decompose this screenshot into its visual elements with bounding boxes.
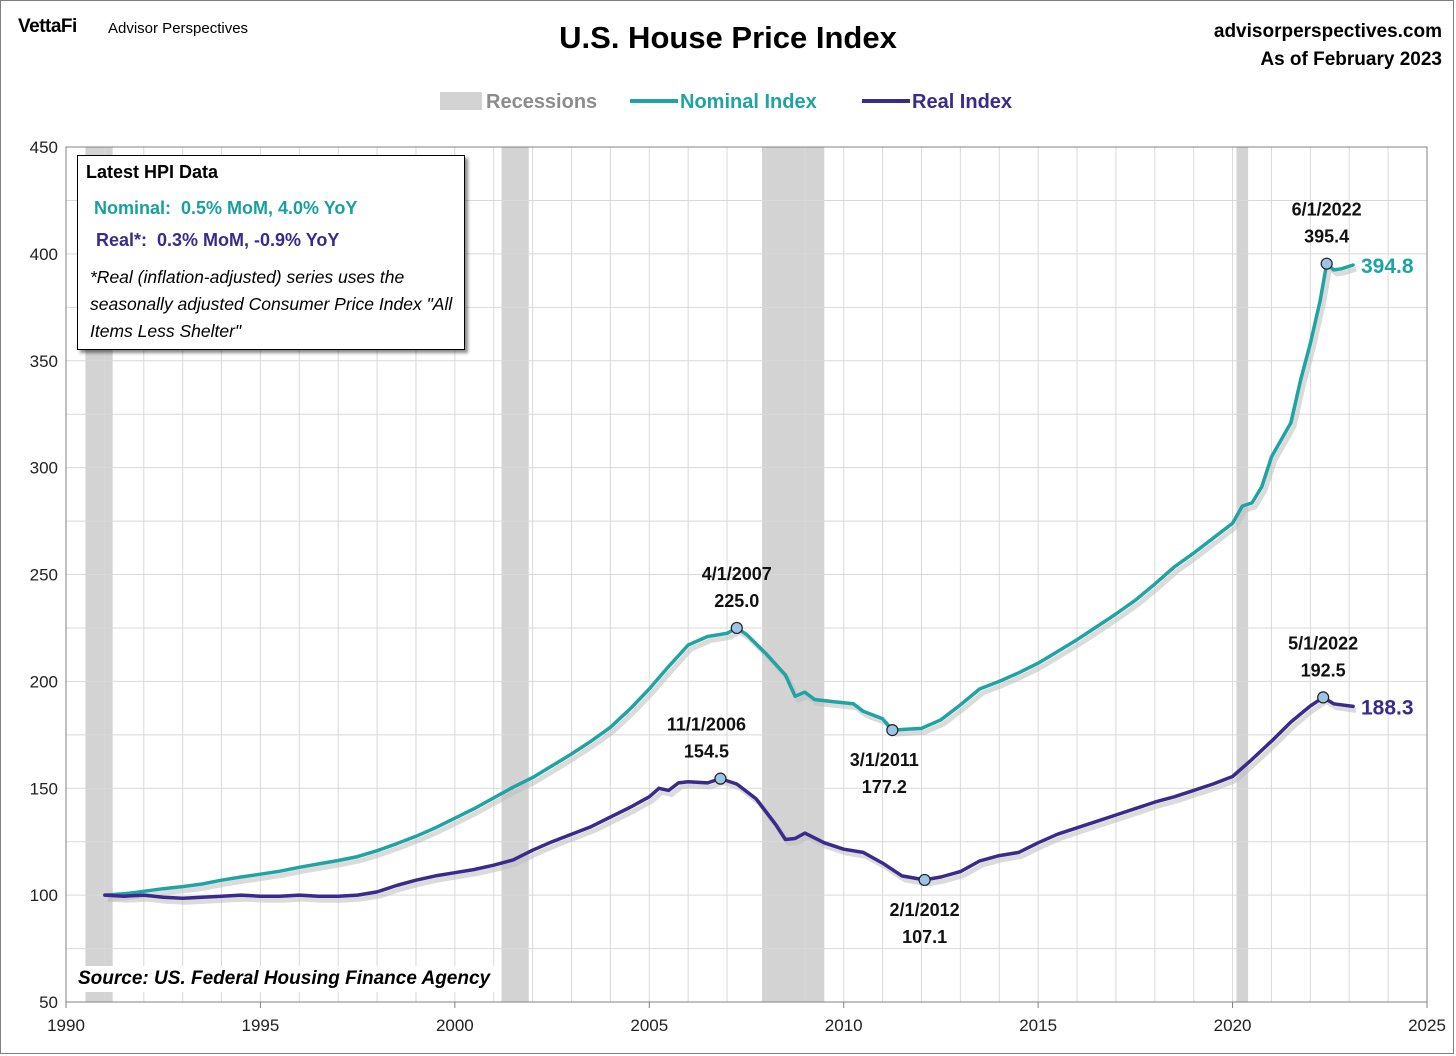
annotation-date: 6/1/2022 [1292, 200, 1362, 220]
x-tick-label: 1995 [242, 1016, 280, 1035]
info-box-nominal: Nominal: 0.5% MoM, 4.0% YoY [94, 198, 358, 218]
annotation-marker [886, 724, 899, 737]
end-label-nominal: 394.8 [1361, 255, 1414, 278]
brand-logo: VettaFi [18, 16, 77, 37]
y-tick-label: 250 [30, 566, 58, 585]
info-box-real: Real*: 0.3% MoM, -0.9% YoY [96, 230, 340, 250]
x-tick-label: 2025 [1408, 1016, 1446, 1035]
end-label-real: 188.3 [1361, 696, 1414, 719]
annotation-date: 4/1/2007 [702, 564, 772, 584]
series-shadow-real [107, 698, 1357, 905]
series-line-real [103, 695, 1355, 901]
axes: 50 100 150 200 250 300 350 400 450 1990 1995 2000 20… [30, 138, 1446, 1035]
x-tick-label: 2020 [1214, 1016, 1252, 1035]
series-shadow-nominal [107, 265, 1357, 902]
legend-label-recessions: Recessions [486, 91, 597, 113]
chart-title: U.S. House Price Index [559, 20, 897, 55]
annotation-value: 177.2 [862, 777, 907, 797]
annotation-date: 11/1/2006 [667, 715, 746, 735]
latest-hpi-box: Latest HPI Data Nominal: 0.5% MoM, 4.0% … [77, 155, 465, 350]
y-tick-label: 400 [30, 245, 58, 264]
legend-swatch-recessions [440, 92, 482, 110]
x-tick-label: 2005 [630, 1016, 668, 1035]
info-box-note: *Real (inflation-adjusted) series uses t… [90, 267, 453, 341]
annotation-value: 107.1 [902, 927, 947, 947]
series-line-nominal [103, 261, 1355, 897]
annotations: 4/1/2007 225.0 3/1/2011 177.2 6/1/2022 395.4 1… [667, 200, 1414, 947]
y-tick-label: 450 [30, 138, 58, 157]
annotation-date: 2/1/2012 [890, 900, 960, 920]
annotation-date: 5/1/2022 [1288, 633, 1358, 653]
x-tick-label: 2010 [825, 1016, 863, 1035]
legend-label-real: Real Index [912, 91, 1012, 113]
site-info: advisorperspectives.com As of February 2… [1214, 18, 1442, 74]
legend-label-nominal: Nominal Index [680, 91, 817, 113]
source-note: Source: US. Federal Housing Finance Agen… [72, 966, 497, 992]
annotation-date: 3/1/2011 [850, 750, 919, 770]
annotation-marker [714, 772, 727, 785]
y-tick-label: 100 [30, 886, 58, 905]
brand-subtitle: Advisor Perspectives [108, 20, 249, 37]
y-tick-label: 350 [30, 352, 58, 371]
x-tick-label: 1990 [47, 1016, 85, 1035]
annotation-value: 395.4 [1304, 227, 1349, 247]
annotation-marker [1317, 691, 1330, 704]
y-tick-label: 150 [30, 779, 58, 798]
info-box-heading: Latest HPI Data [86, 162, 219, 182]
annotation-marker [918, 873, 931, 887]
as-of-date: As of February 2023 [1260, 49, 1442, 70]
legend: Recessions Nominal Index Real Index [440, 91, 1012, 113]
annotation-value: 225.0 [714, 591, 759, 611]
series-lines [103, 261, 1357, 905]
y-tick-label: 300 [30, 459, 58, 478]
x-tick-label: 2000 [436, 1016, 474, 1035]
annotation-marker [1320, 257, 1333, 270]
site-url: advisorperspectives.com [1213, 21, 1442, 42]
x-tick-label: 2015 [1019, 1016, 1057, 1035]
annotation-marker [730, 621, 743, 635]
y-tick-label: 200 [30, 672, 58, 691]
y-tick-label: 50 [39, 993, 58, 1012]
annotation-value: 192.5 [1301, 660, 1346, 680]
annotation-value: 154.5 [684, 742, 729, 762]
plot-border [65, 146, 1428, 1003]
